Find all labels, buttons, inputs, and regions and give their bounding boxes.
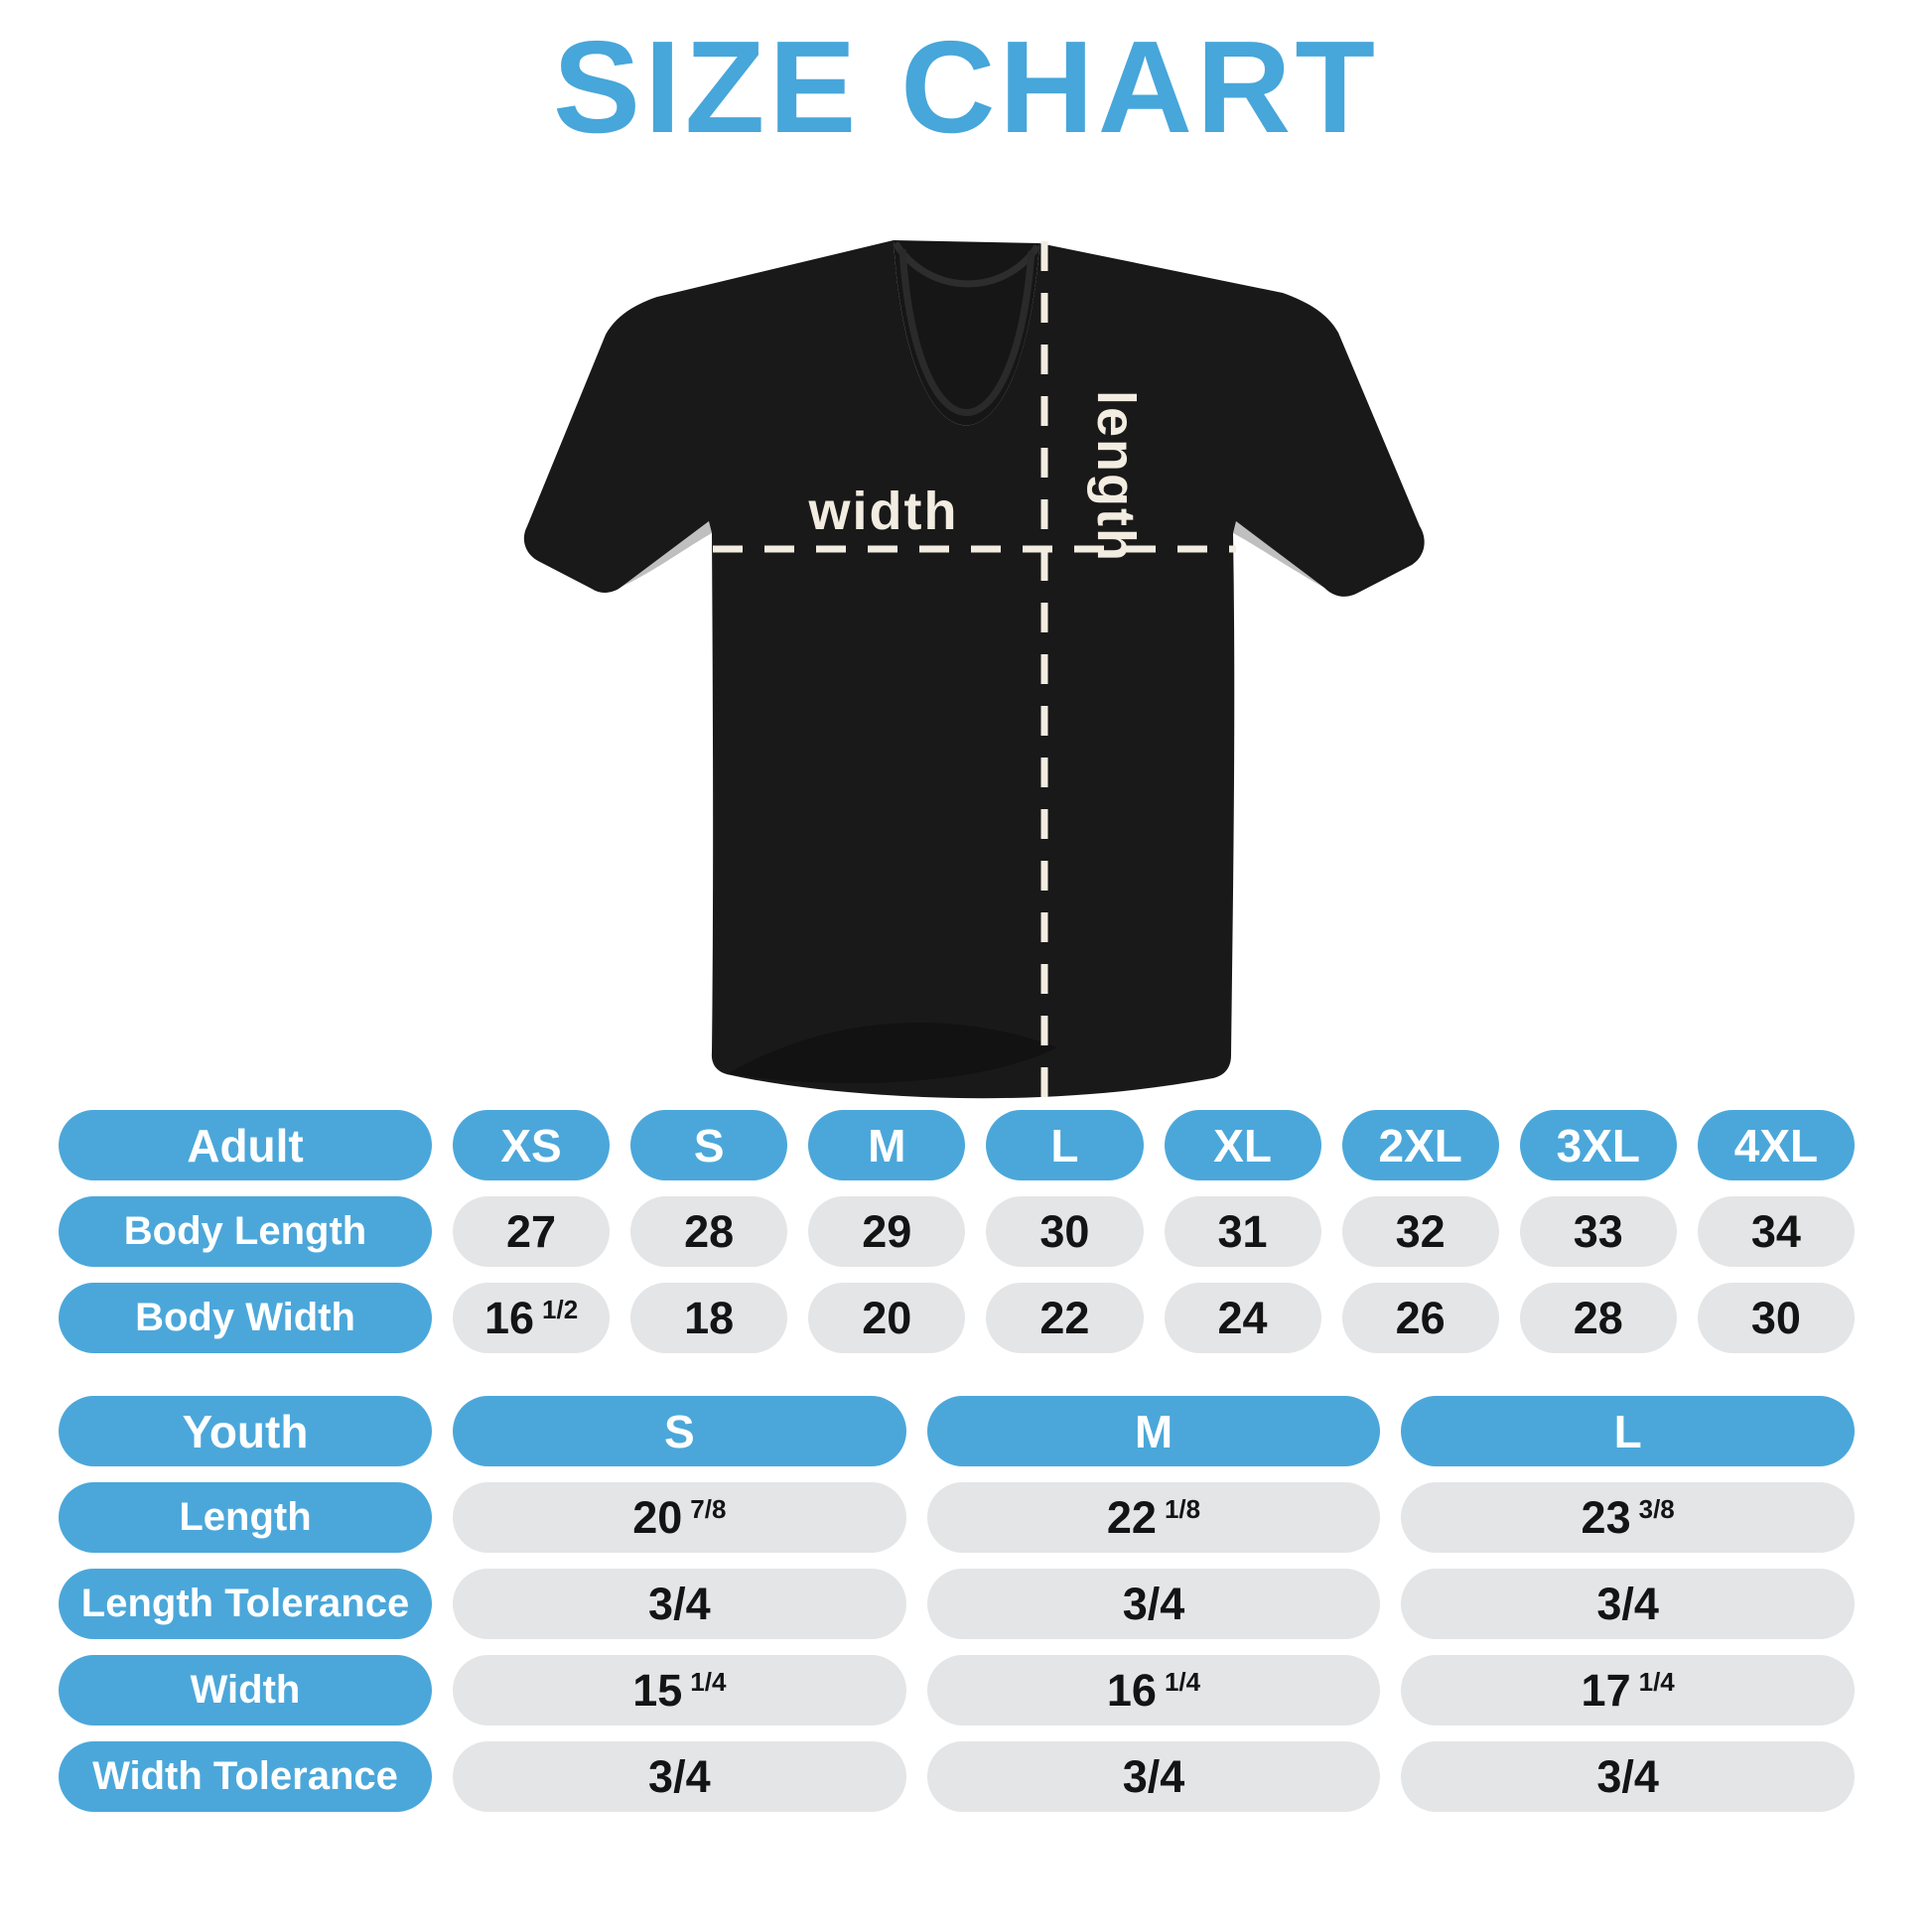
body-length-xl: 31 bbox=[1164, 1196, 1321, 1267]
body-length-3xl: 33 bbox=[1519, 1196, 1677, 1267]
body-length-2xl: 32 bbox=[1341, 1196, 1499, 1267]
adult-size-4xl: 4XL bbox=[1697, 1110, 1855, 1180]
youth-length-tolerance-l: 3/4 bbox=[1401, 1569, 1855, 1639]
youth-length-tolerance-row-label: Length Tolerance bbox=[59, 1569, 432, 1639]
adult-table-header: Adult bbox=[59, 1110, 432, 1180]
youth-width-s: 15 1/4 bbox=[453, 1655, 906, 1725]
youth-length-l: 23 3/8 bbox=[1401, 1482, 1855, 1553]
body-width-s: 18 bbox=[630, 1283, 788, 1353]
body-length-4xl: 34 bbox=[1697, 1196, 1855, 1267]
body-length-m: 29 bbox=[808, 1196, 966, 1267]
adult-size-m: M bbox=[808, 1110, 966, 1180]
width-label: width bbox=[808, 482, 959, 541]
tshirt-silhouette bbox=[523, 240, 1425, 1099]
adult-size-table: Adult XS S M L XL 2XL 3XL 4XL Body Lengt… bbox=[59, 1110, 1855, 1353]
body-width-l: 22 bbox=[986, 1283, 1144, 1353]
body-width-4xl: 30 bbox=[1697, 1283, 1855, 1353]
page-title: SIZE CHART bbox=[553, 14, 1379, 160]
youth-width-tolerance-row-label: Width Tolerance bbox=[59, 1741, 432, 1812]
adult-size-3xl: 3XL bbox=[1519, 1110, 1677, 1180]
body-width-xs: 16 1/2 bbox=[453, 1283, 611, 1353]
youth-size-l: L bbox=[1401, 1396, 1855, 1466]
body-width-2xl: 26 bbox=[1341, 1283, 1499, 1353]
youth-length-s: 20 7/8 bbox=[453, 1482, 906, 1553]
youth-table-header: Youth bbox=[59, 1396, 432, 1466]
body-length-l: 30 bbox=[986, 1196, 1144, 1267]
adult-size-s: S bbox=[630, 1110, 788, 1180]
tshirt-back-collar bbox=[893, 241, 1040, 288]
youth-width-tolerance-m: 3/4 bbox=[926, 1741, 1381, 1812]
youth-width-l: 17 1/4 bbox=[1401, 1655, 1855, 1725]
adult-size-2xl: 2XL bbox=[1341, 1110, 1499, 1180]
tshirt-sleeve-shadow-left bbox=[621, 521, 712, 587]
tshirt-sleeve-shadow-right bbox=[1233, 521, 1324, 588]
youth-size-s: S bbox=[453, 1396, 906, 1466]
body-length-xs: 27 bbox=[453, 1196, 611, 1267]
tshirt-graphic: width length bbox=[523, 240, 1425, 1099]
adult-size-xl: XL bbox=[1164, 1110, 1321, 1180]
youth-size-m: M bbox=[926, 1396, 1381, 1466]
youth-size-table: Youth S M L Length 20 7/8 22 1/8 23 3/8 Len… bbox=[59, 1396, 1855, 1812]
body-length-s: 28 bbox=[630, 1196, 788, 1267]
body-width-3xl: 28 bbox=[1519, 1283, 1677, 1353]
tshirt-collar-rib bbox=[898, 248, 1035, 416]
youth-width-tolerance-l: 3/4 bbox=[1401, 1741, 1855, 1812]
adult-size-xs: XS bbox=[453, 1110, 611, 1180]
body-width-row-label: Body Width bbox=[59, 1283, 432, 1353]
youth-width-tolerance-s: 3/4 bbox=[453, 1741, 906, 1812]
youth-length-row-label: Length bbox=[59, 1482, 432, 1553]
youth-width-row-label: Width bbox=[59, 1655, 432, 1725]
adult-size-l: L bbox=[986, 1110, 1144, 1180]
body-width-xl: 24 bbox=[1164, 1283, 1321, 1353]
youth-length-tolerance-m: 3/4 bbox=[926, 1569, 1381, 1639]
tshirt-hem-fold bbox=[727, 1022, 1057, 1084]
length-label: length bbox=[1086, 390, 1146, 563]
youth-length-tolerance-s: 3/4 bbox=[453, 1569, 906, 1639]
tshirt-measurement-diagram: width length bbox=[427, 223, 1509, 1132]
youth-width-m: 16 1/4 bbox=[926, 1655, 1381, 1725]
body-width-m: 20 bbox=[808, 1283, 966, 1353]
body-length-row-label: Body Length bbox=[59, 1196, 432, 1267]
youth-length-m: 22 1/8 bbox=[926, 1482, 1381, 1553]
